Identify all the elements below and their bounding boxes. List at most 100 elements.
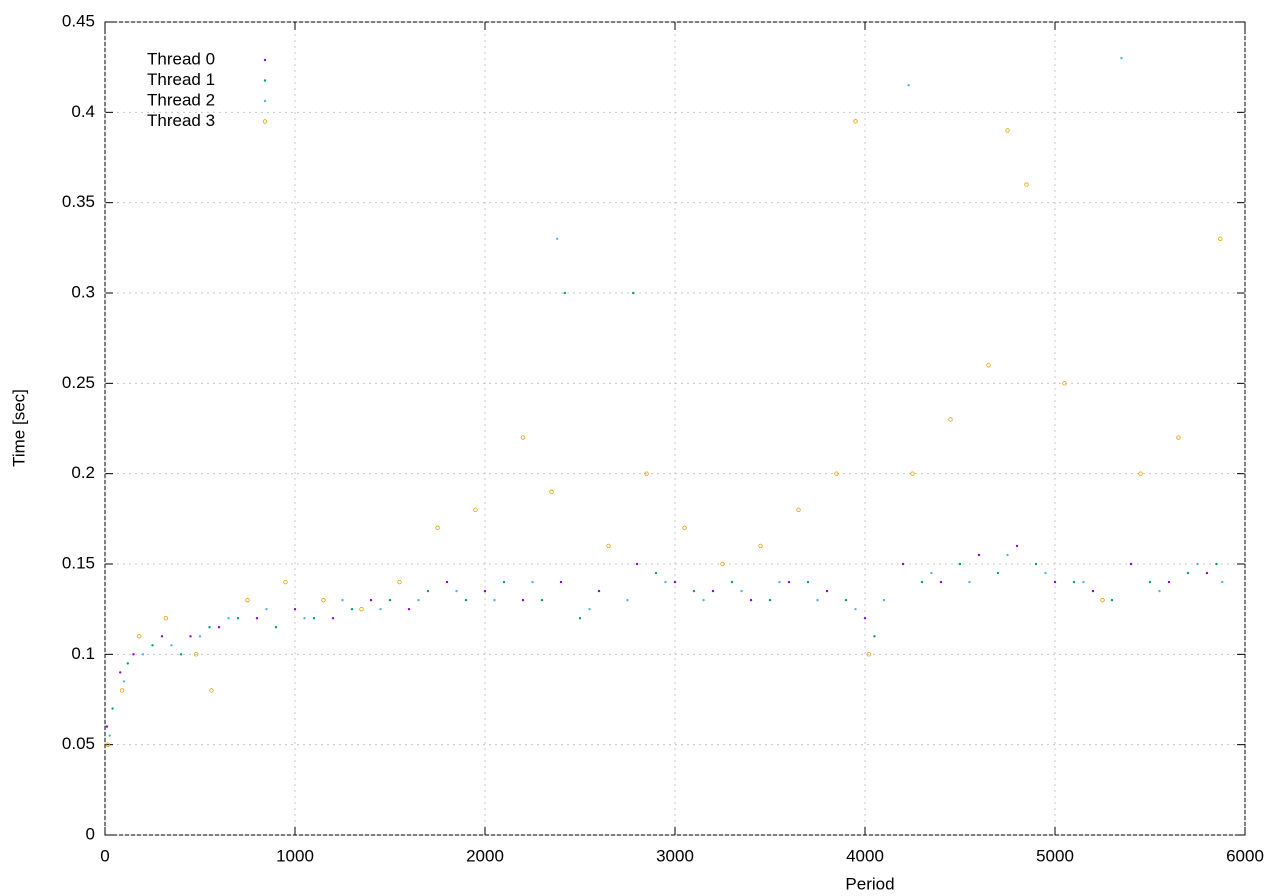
point xyxy=(255,617,259,620)
point xyxy=(483,589,487,593)
point xyxy=(556,237,559,240)
point xyxy=(1196,562,1199,566)
point xyxy=(1072,580,1076,584)
point xyxy=(930,571,933,575)
point xyxy=(388,598,392,602)
point xyxy=(1120,56,1123,60)
point xyxy=(702,598,705,602)
x-tick-label: 0 xyxy=(100,846,109,865)
point xyxy=(635,562,639,566)
point xyxy=(274,626,278,629)
y-tick-label: 0.3 xyxy=(71,282,95,301)
point xyxy=(105,725,109,728)
point xyxy=(1044,571,1047,575)
point xyxy=(369,598,373,602)
point xyxy=(455,589,458,593)
point xyxy=(597,589,601,593)
point xyxy=(1148,580,1152,584)
point xyxy=(1053,580,1057,584)
point xyxy=(778,580,781,584)
point xyxy=(692,589,696,593)
point xyxy=(1215,562,1218,566)
point xyxy=(578,617,582,620)
point xyxy=(1062,381,1067,386)
legend-label: Thread 2 xyxy=(147,90,215,109)
point xyxy=(417,598,420,602)
point xyxy=(531,580,534,584)
point xyxy=(122,680,126,683)
point xyxy=(208,626,211,629)
point xyxy=(825,589,829,593)
point xyxy=(986,363,991,368)
point xyxy=(1176,435,1181,440)
x-tick-label: 2000 xyxy=(466,846,504,865)
point xyxy=(379,607,382,611)
point xyxy=(654,571,658,575)
point xyxy=(720,561,725,567)
point xyxy=(844,598,848,602)
point xyxy=(119,688,125,693)
point xyxy=(559,580,563,584)
point xyxy=(193,652,199,657)
point xyxy=(111,707,114,710)
point xyxy=(711,589,715,593)
point xyxy=(768,598,772,602)
point xyxy=(1015,544,1019,548)
point xyxy=(910,471,915,476)
point xyxy=(163,616,168,621)
point xyxy=(473,507,478,512)
point xyxy=(996,571,1000,575)
point xyxy=(1138,471,1143,476)
point xyxy=(1006,553,1009,557)
point xyxy=(816,598,819,602)
x-tick-label: 6000 xyxy=(1226,846,1264,865)
point xyxy=(1110,598,1114,602)
point xyxy=(1100,597,1105,603)
point xyxy=(126,662,129,665)
point xyxy=(160,635,164,638)
x-tick-label: 5000 xyxy=(1036,846,1074,865)
point xyxy=(179,653,183,656)
y-tick-label: 0 xyxy=(86,824,95,843)
point xyxy=(626,598,629,602)
point xyxy=(563,291,566,295)
point xyxy=(502,580,506,584)
point xyxy=(227,617,230,620)
point xyxy=(141,653,145,656)
point xyxy=(682,525,687,531)
point xyxy=(1158,589,1161,593)
point xyxy=(907,84,910,87)
point xyxy=(105,742,111,747)
point xyxy=(236,617,240,620)
legend-marker xyxy=(263,58,267,62)
point xyxy=(132,653,135,656)
point xyxy=(397,579,402,585)
y-tick-label: 0.35 xyxy=(62,192,95,211)
point xyxy=(1221,580,1224,584)
point xyxy=(958,562,962,566)
x-tick-label: 3000 xyxy=(656,846,694,865)
point xyxy=(445,580,449,584)
point xyxy=(170,644,173,647)
point xyxy=(426,589,430,593)
point xyxy=(796,507,801,512)
point xyxy=(632,291,635,295)
point xyxy=(520,435,526,440)
point xyxy=(1218,236,1223,241)
point xyxy=(920,580,924,584)
point xyxy=(749,598,753,602)
y-tick-label: 0.1 xyxy=(71,644,95,663)
legend-label: Thread 0 xyxy=(147,49,215,68)
point xyxy=(882,598,886,602)
x-tick-label: 4000 xyxy=(846,846,884,865)
point xyxy=(939,580,943,584)
point xyxy=(873,635,876,638)
point xyxy=(1034,562,1038,566)
point xyxy=(1024,182,1029,187)
point xyxy=(331,617,335,620)
point xyxy=(787,580,791,584)
point xyxy=(673,580,677,584)
y-axis-label: Time [sec] xyxy=(9,389,28,467)
point xyxy=(866,652,871,657)
